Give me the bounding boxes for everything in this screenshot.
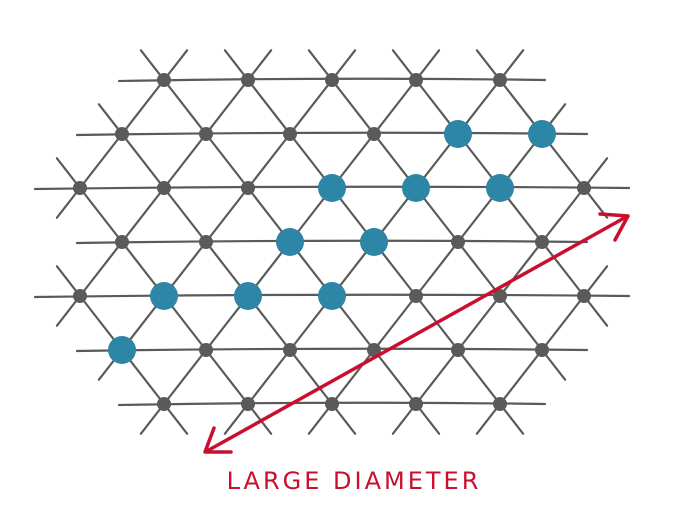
grid-line (75, 347, 589, 353)
grid-line (456, 348, 502, 406)
node (451, 235, 465, 249)
node (157, 181, 171, 195)
node (241, 181, 255, 195)
grid-line (204, 186, 250, 244)
node (241, 397, 255, 411)
node (577, 289, 591, 303)
node (367, 127, 381, 141)
diameter-arrow (203, 212, 630, 454)
grid-line (456, 240, 502, 298)
node (199, 127, 213, 141)
grid-line (372, 348, 418, 406)
highlighted-node (318, 282, 346, 310)
grid-line (75, 239, 589, 245)
arrow-head (598, 212, 630, 242)
grid-line (162, 78, 208, 136)
arrow-shaft (205, 215, 628, 453)
highlighted-node (150, 282, 178, 310)
grid-line (372, 294, 418, 352)
grid-line (288, 348, 334, 406)
grid-line (162, 186, 208, 244)
node (115, 127, 129, 141)
node (577, 181, 591, 195)
grid-line (540, 294, 586, 352)
highlighted-node (444, 120, 472, 148)
node (493, 289, 507, 303)
node (409, 289, 423, 303)
highlighted-node (276, 228, 304, 256)
highlighted-node (360, 228, 388, 256)
grid-line (120, 186, 166, 244)
node (199, 235, 213, 249)
node (535, 235, 549, 249)
node (409, 73, 423, 87)
node (241, 73, 255, 87)
grid-line (162, 348, 208, 406)
grid-line (204, 78, 250, 136)
highlighted-node (528, 120, 556, 148)
node (367, 343, 381, 357)
grid-line (162, 132, 208, 190)
grid-line (246, 348, 292, 406)
node (73, 181, 87, 195)
grid-line (120, 132, 166, 190)
grid-line (540, 186, 586, 244)
node (157, 397, 171, 411)
node (451, 343, 465, 357)
grid-line (246, 132, 292, 190)
grid-line (78, 132, 124, 190)
node (325, 73, 339, 87)
grid-line (498, 294, 544, 352)
node (283, 127, 297, 141)
grid-line (246, 78, 292, 136)
grid-line (330, 78, 376, 136)
node (325, 397, 339, 411)
grid-line (414, 240, 460, 298)
nodes (73, 73, 591, 411)
highlighted-node (486, 174, 514, 202)
grid-line (120, 78, 166, 136)
highlighted-node (402, 174, 430, 202)
highlighted-node (108, 336, 136, 364)
grid-line (75, 131, 589, 137)
highlighted-node (318, 174, 346, 202)
node (115, 235, 129, 249)
node (283, 343, 297, 357)
node (493, 73, 507, 87)
node (73, 289, 87, 303)
arrow-head (203, 426, 233, 454)
grid-line (288, 78, 334, 136)
node (157, 73, 171, 87)
node (493, 397, 507, 411)
annotation: LARGE DIAMETER (227, 467, 482, 495)
grid-line (330, 348, 376, 406)
grid-line (204, 132, 250, 190)
node (409, 397, 423, 411)
node (199, 343, 213, 357)
grid-line (456, 294, 502, 352)
grid-line (372, 78, 418, 136)
node (535, 343, 549, 357)
grid-line (498, 240, 544, 298)
grid-line (498, 348, 544, 406)
grid-line (204, 348, 250, 406)
grid-line (78, 240, 124, 298)
grid-line (78, 186, 124, 244)
highlighted-node (234, 282, 262, 310)
grid-line (540, 240, 586, 298)
grid-line (414, 348, 460, 406)
